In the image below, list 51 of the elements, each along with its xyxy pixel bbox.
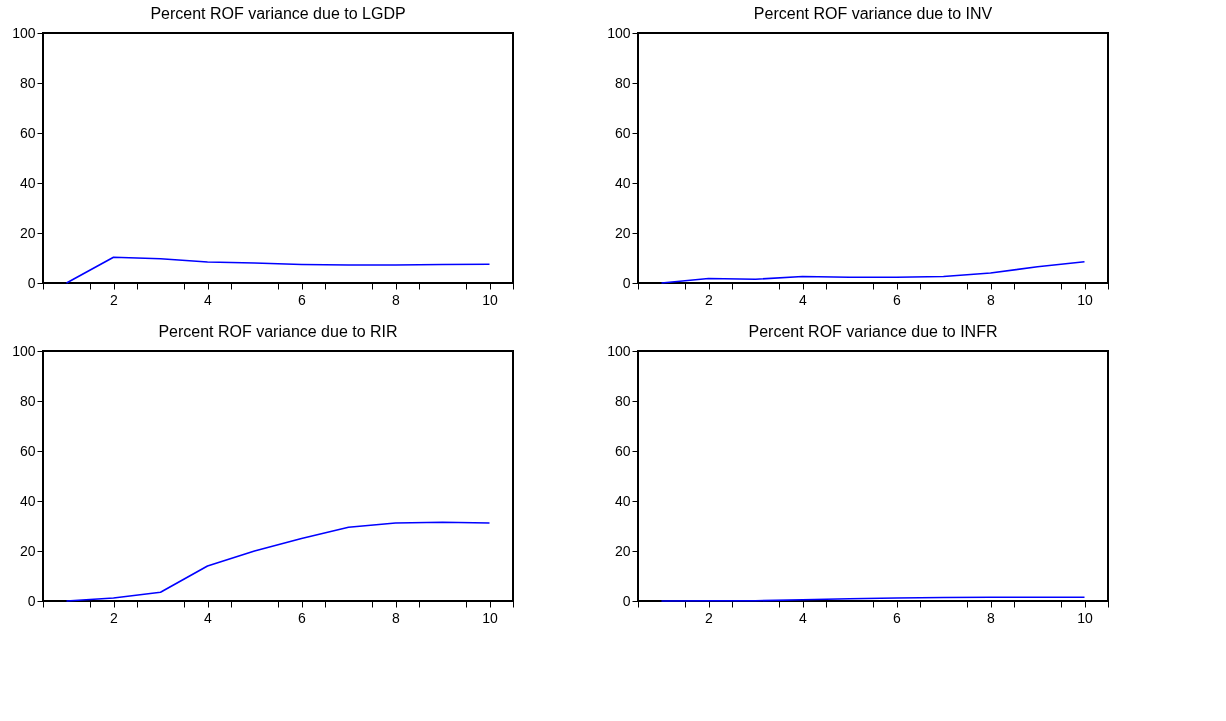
chart-title: Percent ROF variance due to LGDP [150, 5, 406, 22]
y-tick-label: 20 [19, 542, 36, 559]
y-tick-label: 80 [614, 392, 631, 409]
y-tick-label: 40 [19, 174, 36, 191]
x-tick-label: 4 [204, 609, 213, 626]
x-tick-label: 10 [1077, 609, 1093, 626]
y-tick-label: 0 [622, 274, 631, 291]
x-tick-label: 4 [204, 291, 213, 308]
y-tick-label: 80 [19, 74, 36, 91]
y-tick-label: 20 [19, 224, 36, 241]
y-tick-label: 20 [614, 542, 631, 559]
y-tick-label: 80 [19, 392, 36, 409]
y-tick-label: 0 [622, 592, 631, 609]
x-tick-label: 4 [799, 291, 808, 308]
y-tick-label: 0 [27, 274, 36, 291]
x-tick-label: 8 [987, 291, 996, 308]
x-tick-label: 8 [987, 609, 996, 626]
y-tick-label: 40 [614, 174, 631, 191]
y-tick-label: 0 [27, 592, 36, 609]
x-tick-label: 4 [799, 609, 808, 626]
x-tick-label: 10 [482, 609, 498, 626]
y-tick-label: 60 [19, 442, 36, 459]
y-tick-label: 80 [614, 74, 631, 91]
y-tick-label: 100 [12, 342, 36, 359]
x-tick-label: 2 [110, 609, 119, 626]
y-tick-label: 100 [12, 24, 36, 41]
y-tick-label: 60 [614, 442, 631, 459]
chart-title: Percent ROF variance due to INFR [748, 323, 998, 340]
x-tick-label: 10 [1077, 291, 1093, 308]
chart-title: Percent ROF variance due to INV [753, 5, 993, 22]
x-tick-label: 6 [893, 291, 902, 308]
x-tick-label: 10 [482, 291, 498, 308]
y-tick-label: 20 [614, 224, 631, 241]
line-series [65, 256, 491, 284]
x-tick-label: 2 [110, 291, 119, 308]
x-tick-label: 8 [392, 291, 401, 308]
x-tick-label: 6 [298, 609, 307, 626]
y-tick-label: 100 [607, 342, 631, 359]
chart-title: Percent ROF variance due to RIR [158, 323, 398, 340]
x-tick-label: 2 [705, 291, 714, 308]
y-tick-label: 40 [19, 492, 36, 509]
y-tick-label: 60 [614, 124, 631, 141]
x-tick-label: 2 [705, 609, 714, 626]
x-tick-label: 6 [893, 609, 902, 626]
y-tick-label: 100 [607, 24, 631, 41]
line-series [65, 521, 491, 602]
x-tick-label: 8 [392, 609, 401, 626]
x-tick-label: 6 [298, 291, 307, 308]
y-tick-label: 40 [614, 492, 631, 509]
y-tick-label: 60 [19, 124, 36, 141]
line-series [660, 260, 1086, 284]
